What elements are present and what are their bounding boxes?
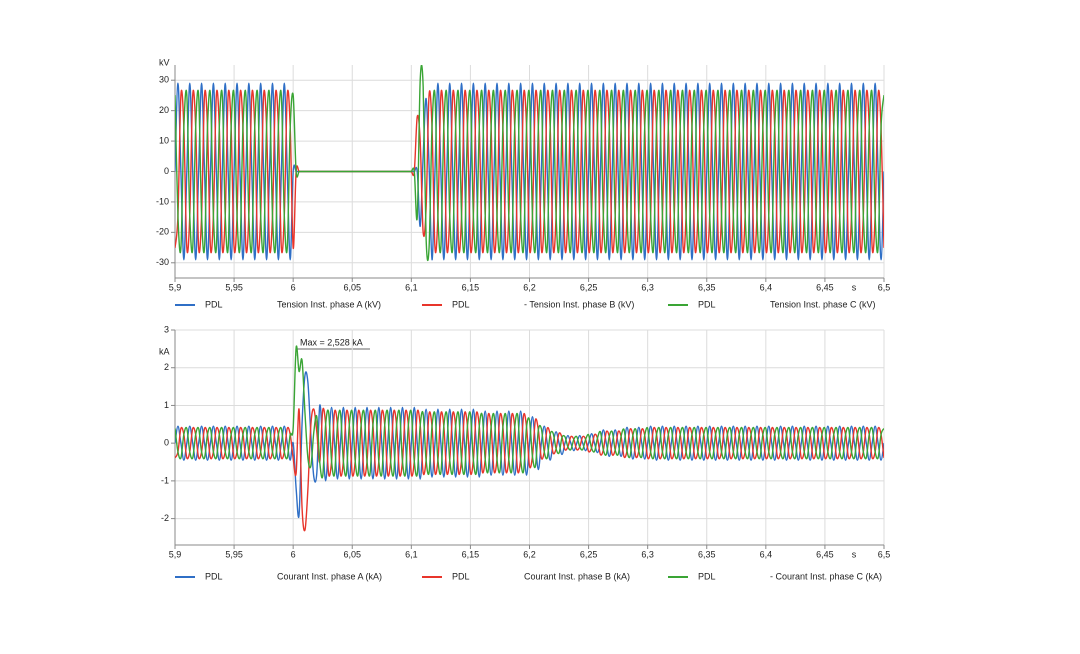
- y-axis-unit: kV: [159, 57, 170, 67]
- x-tick-label: 6,5: [878, 282, 891, 292]
- y-tick-label: -20: [156, 227, 169, 237]
- series-line: [175, 407, 884, 532]
- x-tick-label: 6,05: [343, 549, 361, 559]
- legend-label: - Tension Inst. phase B (kV): [524, 299, 634, 309]
- legend-label: Courant Inst. phase A (kA): [277, 571, 382, 581]
- x-tick-label: 6,25: [580, 282, 598, 292]
- x-tick-label: 6,4: [760, 549, 773, 559]
- annotation: Max = 2,528 kA: [300, 337, 363, 347]
- legend-label: Courant Inst. phase B (kA): [524, 571, 630, 581]
- y-tick-label: -10: [156, 196, 169, 206]
- x-tick-label: 6,45: [816, 282, 834, 292]
- y-tick-label: 0: [164, 166, 169, 176]
- y-tick-label: 3: [164, 324, 169, 334]
- legend-source: PDL: [205, 571, 223, 581]
- x-tick-label: 6,4: [760, 282, 773, 292]
- x-tick-label: 6,45: [816, 549, 834, 559]
- x-tick-label: 6,2: [523, 549, 536, 559]
- x-tick-label: 6,1: [405, 549, 418, 559]
- x-tick-label: 5,9: [169, 282, 182, 292]
- y-axis-unit: kA: [159, 346, 170, 356]
- legend-label: Tension Inst. phase A (kV): [277, 299, 381, 309]
- series-line: [175, 345, 884, 479]
- x-tick-label: 5,9: [169, 549, 182, 559]
- legend-source: PDL: [698, 571, 716, 581]
- x-tick-label: 5,95: [225, 549, 243, 559]
- y-tick-label: 10: [159, 135, 169, 145]
- legend-label: - Courant Inst. phase C (kA): [770, 571, 882, 581]
- y-tick-label: 2: [164, 362, 169, 372]
- x-axis-unit: s: [852, 282, 857, 292]
- series-line: [175, 82, 884, 261]
- y-tick-label: 20: [159, 105, 169, 115]
- x-tick-label: 6: [291, 549, 296, 559]
- y-tick-label: -2: [161, 513, 169, 523]
- legend-source: PDL: [698, 299, 716, 309]
- x-tick-label: 6,5: [878, 549, 891, 559]
- legend-label: Tension Inst. phase C (kV): [770, 299, 876, 309]
- legend-source: PDL: [452, 571, 470, 581]
- legend-source: PDL: [452, 299, 470, 309]
- x-tick-label: 6,35: [698, 282, 716, 292]
- series-line: [175, 371, 884, 518]
- x-tick-label: 6,3: [641, 549, 654, 559]
- x-axis-unit: s: [852, 549, 857, 559]
- plot-area: [175, 65, 884, 261]
- x-tick-label: 6,15: [462, 282, 480, 292]
- y-tick-label: -30: [156, 257, 169, 267]
- x-tick-label: 6,1: [405, 282, 418, 292]
- x-tick-label: 5,95: [225, 282, 243, 292]
- plot-area: [175, 345, 884, 532]
- legend-source: PDL: [205, 299, 223, 309]
- x-tick-label: 6: [291, 282, 296, 292]
- x-tick-label: 6,15: [462, 549, 480, 559]
- y-tick-label: -1: [161, 475, 169, 485]
- x-tick-label: 6,05: [343, 282, 361, 292]
- y-tick-label: 1: [164, 400, 169, 410]
- y-tick-label: 30: [159, 75, 169, 85]
- x-tick-label: 6,35: [698, 549, 716, 559]
- x-tick-label: 6,3: [641, 282, 654, 292]
- y-tick-label: 0: [164, 438, 169, 448]
- series-line: [175, 65, 884, 261]
- x-tick-label: 6,25: [580, 549, 598, 559]
- x-tick-label: 6,2: [523, 282, 536, 292]
